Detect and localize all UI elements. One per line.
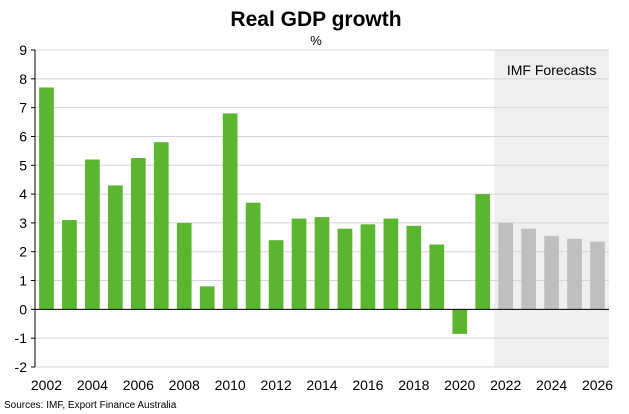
- chart-subtitle: %: [310, 33, 322, 48]
- bar-2009: [199, 286, 215, 310]
- bar-2002: [39, 87, 54, 310]
- y-tick-label-9: 9: [19, 42, 27, 58]
- x-tick-label-2002: 2002: [31, 377, 62, 393]
- bar-2017: [383, 218, 399, 310]
- bar-2022: [498, 222, 514, 310]
- bar-2013: [291, 218, 307, 310]
- y-tick-label--2: -2: [15, 359, 28, 375]
- bar-2004: [85, 159, 100, 310]
- bar-2025: [567, 238, 582, 310]
- bar-2010: [222, 113, 238, 310]
- bar-2014: [314, 217, 330, 310]
- bar-2026: [590, 241, 605, 310]
- forecast-band-group: [494, 50, 609, 367]
- bar-2024: [544, 235, 559, 310]
- y-tick-label-0: 0: [19, 301, 27, 317]
- source-note: Sources: IMF, Export Finance Australia: [4, 400, 177, 411]
- x-tick-label-2026: 2026: [582, 377, 613, 393]
- x-tick-label-2022: 2022: [490, 377, 521, 393]
- x-tick-label-2004: 2004: [77, 377, 108, 393]
- bar-2016: [360, 224, 376, 310]
- x-tick-labels: 2002 2004 2006 2008 2010 2012 2014 2016 2018 2020…: [31, 377, 613, 393]
- bar-2012: [268, 240, 284, 310]
- y-tick-label-5: 5: [19, 157, 27, 173]
- forecast-label: IMF Forecasts: [507, 62, 596, 78]
- x-tick-label-2018: 2018: [398, 377, 429, 393]
- bar-2023: [521, 228, 536, 310]
- x-tick-label-2012: 2012: [261, 377, 292, 393]
- y-tick-label-6: 6: [19, 128, 27, 144]
- bars-group: [39, 87, 605, 334]
- x-tick-label-2008: 2008: [169, 377, 200, 393]
- x-tick-label-2010: 2010: [215, 377, 246, 393]
- bar-2006: [130, 158, 146, 310]
- y-tick-label-4: 4: [19, 186, 27, 202]
- chart-title: Real GDP growth: [230, 8, 401, 31]
- bar-2019: [429, 244, 445, 310]
- bar-2018: [406, 225, 422, 310]
- x-tick-label-2020: 2020: [444, 377, 475, 393]
- bar-2015: [337, 228, 353, 310]
- axes: [31, 49, 609, 368]
- y-tick-label--1: -1: [15, 330, 28, 346]
- bar-2008: [176, 222, 192, 310]
- y-tick-label-7: 7: [19, 100, 27, 116]
- y-tick-label-2: 2: [19, 244, 27, 260]
- bar-2003: [62, 220, 77, 310]
- bar-2007: [153, 142, 169, 310]
- x-tick-label-2024: 2024: [536, 377, 567, 393]
- bar-2011: [245, 202, 261, 310]
- y-tick-label-8: 8: [19, 71, 27, 87]
- forecast-band: [494, 50, 609, 367]
- x-tick-label-2006: 2006: [123, 377, 154, 393]
- y-tick-label-1: 1: [19, 273, 27, 289]
- x-tick-label-2014: 2014: [306, 377, 337, 393]
- y-tick-labels: -2 -1 0 1 2 3 4 5 6 7 8 9: [15, 42, 28, 375]
- bar-2005: [108, 185, 123, 310]
- x-tick-label-2016: 2016: [352, 377, 383, 393]
- y-tick-label-3: 3: [19, 215, 27, 231]
- bar-2020: [452, 309, 468, 334]
- bar-2021: [475, 194, 491, 310]
